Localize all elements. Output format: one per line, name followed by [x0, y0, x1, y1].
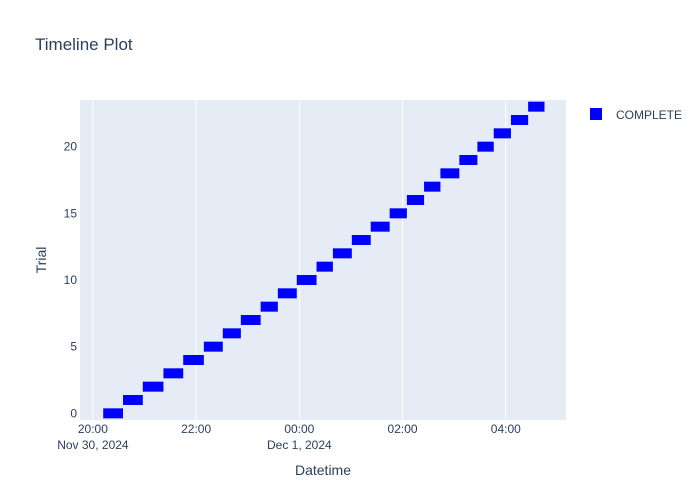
x-axis-ticks: 20:00 Nov 30, 2024 22:00 00:00 Dec 1, 2024 02…: [57, 422, 521, 452]
bar-trial-15[interactable]: [389, 208, 407, 219]
bar-trial-22[interactable]: [510, 115, 529, 125]
x-tick-label: 02:00: [388, 422, 418, 436]
grid-lines: [92, 100, 507, 420]
y-tick-label: 10: [64, 273, 78, 287]
y-tick-label: 0: [70, 406, 77, 420]
bar-trial-6[interactable]: [222, 328, 241, 339]
legend[interactable]: COMPLETE: [590, 108, 682, 122]
bar-trial-14[interactable]: [370, 221, 390, 232]
bar-trial-17[interactable]: [424, 181, 441, 192]
bar-trial-4[interactable]: [183, 355, 204, 365]
x-tick-label: 22:00: [181, 422, 211, 436]
legend-label-complete[interactable]: COMPLETE: [616, 108, 682, 122]
y-tick-label: 20: [64, 140, 78, 154]
x-tick-sublabel: Nov 30, 2024: [57, 438, 129, 452]
y-axis-ticks: 0 5 10 15 20: [64, 140, 78, 421]
x-tick-label: 20:00: [78, 422, 108, 436]
bar-trial-2[interactable]: [142, 381, 164, 392]
bar-trial-12[interactable]: [332, 248, 352, 259]
x-tick-sublabel: Dec 1, 2024: [267, 438, 332, 452]
bar-trial-9[interactable]: [277, 288, 297, 299]
plot-area: [80, 100, 566, 420]
legend-swatch-complete[interactable]: [590, 108, 602, 120]
bar-trial-8[interactable]: [260, 301, 278, 312]
bar-trial-5[interactable]: [203, 341, 223, 352]
chart-title: Timeline Plot: [35, 35, 133, 54]
bar-trial-20[interactable]: [477, 141, 494, 152]
bar-trial-11[interactable]: [316, 261, 333, 272]
bar-trial-16[interactable]: [406, 195, 425, 205]
bar-trial-19[interactable]: [459, 155, 478, 165]
y-axis-title: Trial: [33, 247, 49, 274]
x-tick-label: 04:00: [491, 422, 521, 436]
bar-trial-7[interactable]: [240, 315, 261, 325]
bar-trial-10[interactable]: [296, 275, 317, 285]
x-tick-label: 00:00: [284, 422, 314, 436]
bar-trial-3[interactable]: [163, 368, 184, 379]
bar-trial-0[interactable]: [103, 408, 124, 419]
x-axis-title: Datetime: [295, 462, 351, 478]
bar-trial-23[interactable]: [528, 101, 545, 112]
bar-trial-13[interactable]: [351, 235, 371, 245]
bar-series-complete: [103, 101, 545, 419]
bar-trial-18[interactable]: [440, 168, 460, 179]
y-tick-label: 15: [64, 206, 78, 220]
y-tick-label: 5: [70, 340, 77, 354]
bar-trial-21[interactable]: [493, 128, 511, 139]
bar-trial-1[interactable]: [123, 395, 143, 405]
